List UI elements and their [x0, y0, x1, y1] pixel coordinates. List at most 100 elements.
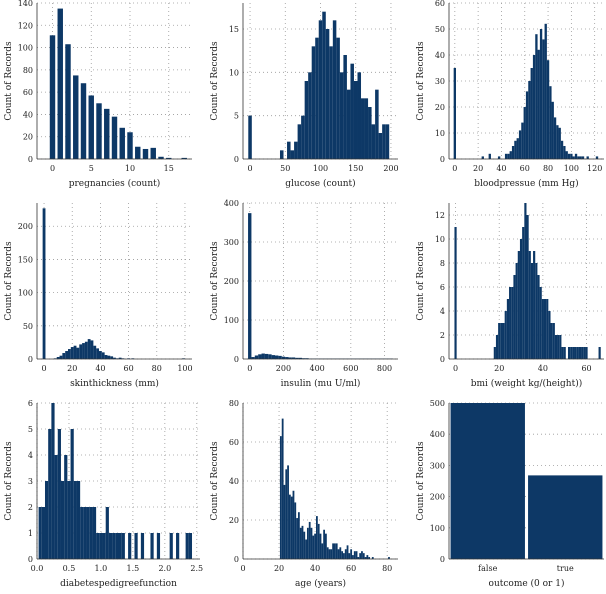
pregnancies-bar — [158, 156, 164, 159]
bmi-y-tick-label: 10 — [435, 235, 445, 244]
age-bars — [279, 418, 390, 559]
bmi-y-tick-label: 2 — [440, 331, 445, 340]
insulin-bar — [261, 353, 265, 359]
pregnancies-bar — [166, 157, 172, 159]
glucose-bar — [304, 81, 309, 159]
glucose-bar — [315, 37, 319, 159]
insulin-y-tick-label: 0 — [234, 355, 239, 364]
bmi-bar — [570, 347, 573, 359]
glucose-bars — [248, 11, 390, 160]
age-bar — [337, 549, 340, 559]
glucose-bar — [322, 11, 326, 159]
glucose-bar — [294, 141, 298, 159]
glucose-bar — [336, 37, 340, 159]
diabetespedigreefunction-bar — [140, 533, 145, 559]
pregnancies-bar — [104, 108, 110, 159]
bloodpressure-y-tick-label: 10 — [435, 129, 445, 138]
skinthickness-bar — [42, 208, 46, 359]
age-bar — [335, 543, 338, 559]
age-bar — [281, 418, 284, 559]
insulin-bar — [285, 357, 289, 359]
glucose-y-axis-title: Count of Records — [210, 41, 220, 121]
glucose-bar — [353, 81, 358, 159]
pregnancies-y-tick-label: 20 — [23, 133, 33, 142]
pregnancies-x-tick-label: 5 — [89, 164, 94, 173]
age-bar — [314, 533, 316, 559]
pregnancies-x-axis-title: pregnancies (count) — [69, 178, 161, 189]
glucose-y-tick-label: 10 — [229, 68, 239, 77]
insulin-x-tick-label: 800 — [377, 364, 392, 373]
glucose-bar — [332, 20, 337, 160]
age-bar — [343, 553, 345, 559]
age-bar — [287, 465, 289, 559]
age-y-tick-label: 20 — [229, 516, 239, 525]
bmi-bars — [454, 203, 601, 359]
bmi-bar — [535, 263, 538, 359]
bloodpressure-bar — [516, 138, 519, 159]
bmi-bar — [524, 203, 527, 359]
age-bar — [292, 490, 295, 559]
bloodpressure-bar — [586, 156, 589, 159]
diabetespedigreefunction-chart: 0 1 2 3 4 5 6 0.0 0.5 1.0 1.5 2.0 2.5 diabetespedigre… — [4, 399, 203, 589]
glucose-bar — [350, 63, 354, 159]
insulin-bar — [298, 357, 302, 359]
diabetespedigreefunction-bar — [115, 533, 119, 559]
bmi-bar — [517, 251, 520, 359]
age-bar — [371, 557, 374, 559]
bloodpressure-bar — [574, 153, 578, 159]
bmi-y-tick-label: 12 — [435, 211, 445, 220]
diabetespedigreefunction-y-tick-label: 3 — [28, 477, 33, 486]
age-y-tick-label: 40 — [229, 477, 239, 486]
diabetespedigreefunction-bar — [188, 533, 193, 559]
bloodpressure-bar — [577, 156, 580, 159]
outcome-chart: 0 100 200 300 400 500 false true outcome (0 or 1… — [416, 399, 604, 589]
pregnancies-bar — [57, 8, 63, 160]
skinthickness-bar — [70, 347, 74, 359]
skinthickness-bar — [104, 355, 108, 359]
pregnancies-bar — [80, 83, 87, 159]
bmi-chart: 0 2 4 6 8 10 12 0 20 40 60 bmi (weight kg/(height))… — [416, 203, 604, 389]
diabetespedigreefunction-bar — [54, 455, 58, 559]
skinthickness-bar — [113, 357, 116, 359]
insulin-y-tick-label: 100 — [224, 316, 239, 325]
insulin-x-tick-label: 200 — [276, 364, 291, 373]
skinthickness-bar — [107, 355, 111, 359]
insulin-y-tick-label: 400 — [224, 199, 239, 208]
age-bar — [339, 547, 342, 559]
age-bar — [317, 523, 320, 559]
glucose-bar — [287, 141, 291, 159]
diabetespedigreefunction-x-tick-label: 2.5 — [190, 564, 203, 573]
bloodpressure-x-tick-label: 40 — [496, 164, 506, 173]
glucose-bar — [343, 55, 347, 159]
glucose-y-tick-label: 5 — [234, 112, 239, 121]
age-chart: 0 20 40 60 80 0 20 40 60 80 age (years) Count of Re… — [210, 399, 398, 589]
age-bar — [362, 553, 365, 559]
outcome-y-axis-title: Count of Records — [416, 441, 426, 521]
diabetespedigreefunction-bars — [38, 403, 193, 559]
age-x-axis-title: age (years) — [295, 578, 346, 589]
insulin-chart: 0 100 200 300 400 0 200 400 600 800 insulin (mu U/… — [210, 199, 398, 389]
bmi-bar — [559, 335, 562, 359]
age-bar — [341, 551, 344, 559]
bloodpressure-bar — [497, 156, 501, 159]
bmi-bar — [533, 251, 536, 359]
bmi-bar — [581, 347, 584, 359]
bmi-bar — [557, 335, 560, 359]
age-x-tick-label: 0 — [240, 564, 245, 573]
glucose-x-tick-label: 200 — [383, 164, 398, 173]
pregnancies-bar — [181, 157, 187, 159]
pregnancies-bar — [96, 103, 102, 159]
glucose-bar — [346, 89, 351, 159]
diabetespedigreefunction-y-tick-label: 6 — [28, 399, 33, 408]
glucose-bar — [364, 98, 369, 159]
glucose-bar — [325, 29, 330, 159]
glucose-x-axis-title: glucose (count) — [285, 178, 355, 189]
diabetespedigreefunction-bar — [96, 533, 100, 559]
skinthickness-bar — [93, 345, 97, 359]
outcome-bars — [450, 403, 603, 559]
diabetespedigreefunction-bar — [112, 533, 116, 559]
insulin-bar — [291, 357, 296, 359]
diabetespedigreefunction-bar — [105, 507, 109, 559]
bmi-y-tick-label: 0 — [440, 355, 445, 364]
pregnancies-bar — [65, 44, 71, 159]
